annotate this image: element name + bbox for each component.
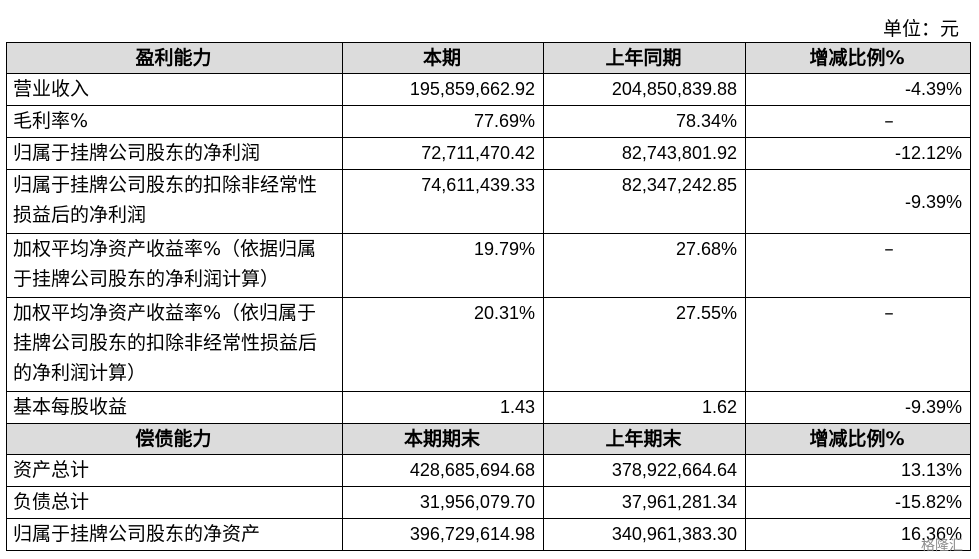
table-row: 加权平均净资产收益率%（依归属于挂牌公司股东的扣除非经常性损益后的净利润计算） …	[6, 297, 971, 392]
row-label: 加权平均净资产收益率%（依据归属于挂牌公司股东的净利润计算）	[6, 233, 343, 298]
current-value: 396,729,614.98	[342, 518, 544, 551]
table-row: 归属于挂牌公司股东的扣除非经常性损益后的净利润 74,611,439.33 82…	[6, 169, 971, 234]
current-value: 20.31%	[342, 297, 544, 392]
row-label: 归属于挂牌公司股东的净资产	[6, 518, 343, 551]
change-value: –	[745, 105, 971, 138]
prior-value: 27.68%	[543, 233, 746, 298]
prior-value: 204,850,839.88	[543, 73, 746, 106]
change-value: –	[745, 233, 971, 298]
row-label: 毛利率%	[6, 105, 343, 138]
row-label: 归属于挂牌公司股东的净利润	[6, 137, 343, 170]
current-value: 77.69%	[342, 105, 544, 138]
row-label: 资产总计	[6, 454, 343, 487]
current-value: 72,711,470.42	[342, 137, 544, 170]
header-cell: 上年期末	[543, 423, 746, 455]
current-value: 19.79%	[342, 233, 544, 298]
change-value: -4.39%	[745, 73, 971, 106]
prior-value: 78.34%	[543, 105, 746, 138]
change-value: -9.39%	[745, 169, 971, 234]
current-value: 428,685,694.68	[342, 454, 544, 487]
change-value: –	[745, 297, 971, 392]
unit-label: 单位：元	[882, 18, 959, 40]
header-cell: 上年同期	[543, 42, 746, 74]
row-label: 基本每股收益	[6, 391, 343, 424]
profit-header-row: 盈利能力 本期 上年同期 增减比例%	[6, 42, 971, 74]
prior-value: 340,961,383.30	[543, 518, 746, 551]
table-row: 基本每股收益 1.43 1.62 -9.39%	[6, 391, 971, 424]
current-value: 31,956,079.70	[342, 486, 544, 519]
financial-indicators-table: 盈利能力 本期 上年同期 增减比例% 营业收入 195,859,662.92 2…	[6, 42, 971, 551]
header-cell: 偿债能力	[6, 423, 343, 455]
header-cell: 本期	[342, 42, 544, 74]
prior-value: 1.62	[543, 391, 746, 424]
table-row: 资产总计 428,685,694.68 378,922,664.64 13.13…	[6, 454, 971, 487]
change-value: -9.39%	[745, 391, 971, 424]
change-value: -15.82%	[745, 486, 971, 519]
prior-value: 27.55%	[543, 297, 746, 392]
table-row: 加权平均净资产收益率%（依据归属于挂牌公司股东的净利润计算） 19.79% 27…	[6, 233, 971, 298]
row-label: 加权平均净资产收益率%（依归属于挂牌公司股东的扣除非经常性损益后的净利润计算）	[6, 297, 343, 392]
header-cell: 盈利能力	[6, 42, 343, 74]
change-value: 16.36%	[745, 518, 971, 551]
prior-value: 82,347,242.85	[543, 169, 746, 234]
current-value: 74,611,439.33	[342, 169, 544, 234]
table-row: 归属于挂牌公司股东的净利润 72,711,470.42 82,743,801.9…	[6, 137, 971, 170]
header-cell: 增减比例%	[745, 42, 971, 74]
row-label: 负债总计	[6, 486, 343, 519]
solvency-header-row: 偿债能力 本期期末 上年期末 增减比例%	[6, 423, 971, 455]
table-row: 毛利率% 77.69% 78.34% –	[6, 105, 971, 138]
header-cell: 增减比例%	[745, 423, 971, 455]
prior-value: 82,743,801.92	[543, 137, 746, 170]
header-cell: 本期期末	[342, 423, 544, 455]
row-label: 营业收入	[6, 73, 343, 106]
change-value: -12.12%	[745, 137, 971, 170]
row-label: 归属于挂牌公司股东的扣除非经常性损益后的净利润	[6, 169, 343, 234]
prior-value: 378,922,664.64	[543, 454, 746, 487]
current-value: 195,859,662.92	[342, 73, 544, 106]
current-value: 1.43	[342, 391, 544, 424]
prior-value: 37,961,281.34	[543, 486, 746, 519]
table-row: 负债总计 31,956,079.70 37,961,281.34 -15.82%	[6, 486, 971, 519]
table-row: 归属于挂牌公司股东的净资产 396,729,614.98 340,961,383…	[6, 518, 971, 551]
table-row: 营业收入 195,859,662.92 204,850,839.88 -4.39…	[6, 73, 971, 106]
watermark-logo: 格隆汇	[921, 538, 963, 554]
change-value: 13.13%	[745, 454, 971, 487]
